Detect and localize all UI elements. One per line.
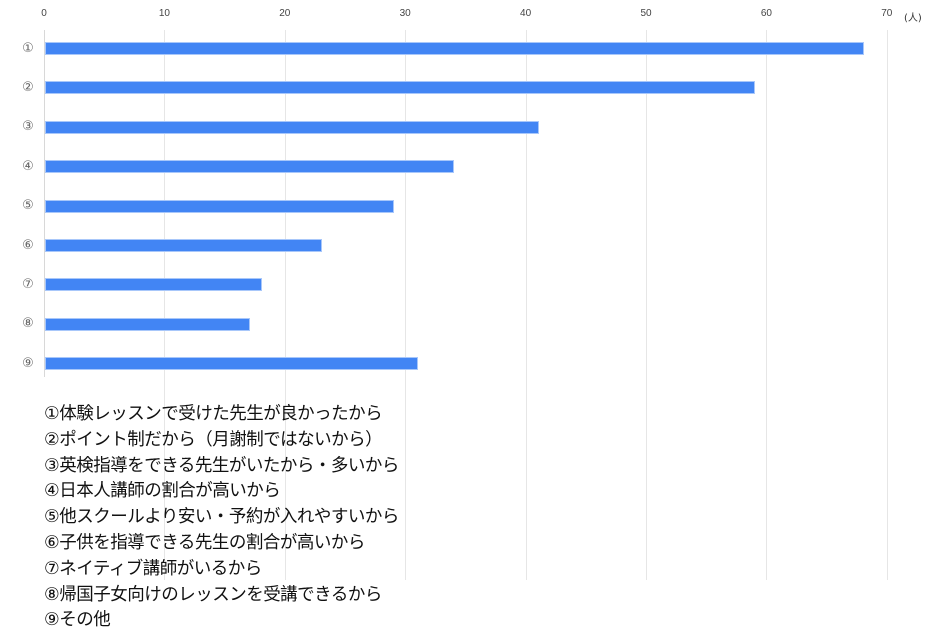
category-label: ⑤	[22, 198, 34, 214]
bar	[45, 317, 250, 331]
category-label: ①	[22, 40, 34, 56]
legend-item: ②ポイント制だから（月謝制ではないから）	[44, 429, 383, 450]
category-label: ⑨	[22, 355, 34, 371]
gridline	[646, 30, 647, 580]
category-label: ②	[22, 79, 34, 95]
bar	[45, 357, 419, 371]
gridline	[164, 30, 166, 580]
bar	[45, 160, 455, 174]
bar	[45, 278, 262, 292]
category-label: ④	[22, 158, 34, 174]
y-axis-line	[44, 30, 45, 377]
x-tick-label: 20	[279, 8, 291, 19]
legend-item: ⑦ネイティブ講師がいるから	[44, 558, 262, 579]
bar-fill	[46, 279, 261, 291]
bar-fill	[46, 318, 249, 330]
legend-item: ⑧帰国子女向けのレッスンを受講できるから	[44, 584, 382, 605]
legend-item: ③英検指導をできる先生がいたから・多いから	[44, 455, 399, 476]
category-label: ⑧	[22, 316, 34, 332]
category-label: ③	[22, 119, 34, 135]
bar-fill	[46, 358, 418, 370]
bar	[45, 120, 539, 134]
bar-fill	[46, 121, 538, 133]
bar-fill	[46, 200, 394, 212]
gridline	[284, 30, 286, 580]
legend-item: ①体験レッスンで受けた先生が良かったから	[44, 404, 383, 424]
bar-fill	[46, 240, 321, 251]
x-tick-label: 50	[640, 8, 652, 19]
legend-item: ⑤他スクールより安い・予約が入れやすいから	[44, 507, 399, 528]
x-tick-label: 40	[520, 8, 532, 19]
bar-fill	[46, 43, 863, 54]
x-tick-label: 60	[760, 8, 772, 19]
category-label: ⑥	[22, 237, 34, 253]
gridline	[525, 30, 527, 580]
legend-item: ⑥子供を指導できる先生の割合が高いから	[44, 532, 365, 553]
bar	[45, 81, 756, 95]
bar-fill	[46, 82, 755, 94]
legend: ①体験レッスンで受けた先生が良かったから ②ポイント制だから（月謝制ではないから）…	[44, 402, 399, 634]
bar	[45, 199, 395, 213]
bar	[45, 239, 322, 252]
gridline	[405, 30, 407, 580]
x-axis-unit-label: (人)	[904, 13, 922, 24]
x-tick-label: 30	[399, 8, 411, 19]
category-label: ⑦	[22, 276, 34, 292]
x-tick-label: 0	[41, 8, 47, 19]
gridline	[766, 30, 768, 580]
legend-item: ④日本人講師の割合が高いから	[44, 481, 281, 502]
x-tick-label: 70	[881, 8, 893, 19]
x-tick-label: 10	[158, 8, 170, 19]
legend-item: ⑨その他	[44, 610, 111, 631]
bar	[45, 42, 864, 55]
bar-fill	[46, 161, 454, 173]
gridline	[886, 30, 888, 580]
